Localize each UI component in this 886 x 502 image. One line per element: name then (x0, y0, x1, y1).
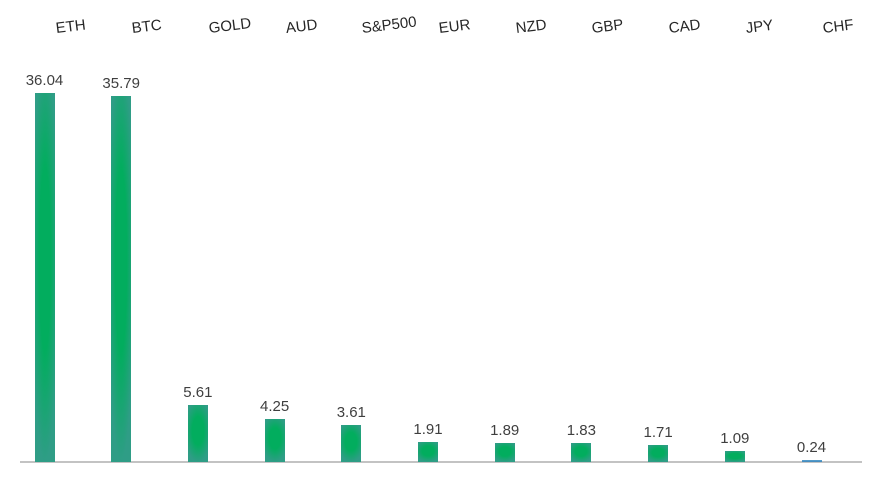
category-label-sp500: S&P500 (361, 13, 418, 38)
category-label-eur: EUR (437, 16, 472, 38)
category-label-chf: CHF (821, 16, 854, 38)
x-axis-line (20, 461, 862, 463)
value-label-chf: 0.24 (796, 438, 827, 456)
bar-btc (111, 95, 132, 462)
bar-nzd (494, 442, 515, 462)
value-label-eth: 36.04 (25, 72, 64, 89)
category-label-btc: BTC (130, 16, 163, 38)
value-label-nzd: 1.89 (490, 421, 520, 439)
bar-eur (418, 442, 438, 462)
bar-gbp (571, 443, 592, 462)
value-label-cad: 1.71 (643, 423, 673, 441)
bar-sp500 (341, 425, 362, 462)
category-label-gold: GOLD (207, 14, 252, 38)
category-label-eth: ETH (54, 16, 87, 38)
value-label-btc: 35.79 (102, 74, 140, 92)
value-label-sp500: 3.61 (336, 404, 366, 421)
category-label-jpy: JPY (744, 16, 774, 38)
value-label-gbp: 1.83 (566, 422, 596, 440)
category-label-aud: AUD (284, 16, 318, 38)
category-label-nzd: NZD (514, 16, 548, 38)
value-label-gold: 5.61 (183, 383, 213, 401)
value-label-jpy: 1.09 (720, 429, 750, 447)
bar-gold (187, 404, 208, 462)
bar-jpy (724, 450, 745, 462)
bar-aud (264, 418, 285, 462)
bar-chf (801, 459, 822, 462)
value-label-eur: 1.91 (413, 421, 443, 439)
category-label-cad: CAD (667, 16, 702, 38)
bar-eth (34, 93, 55, 462)
value-label-aud: 4.25 (259, 397, 290, 415)
category-label-gbp: GBP (591, 16, 625, 38)
bar-cad (648, 444, 669, 462)
